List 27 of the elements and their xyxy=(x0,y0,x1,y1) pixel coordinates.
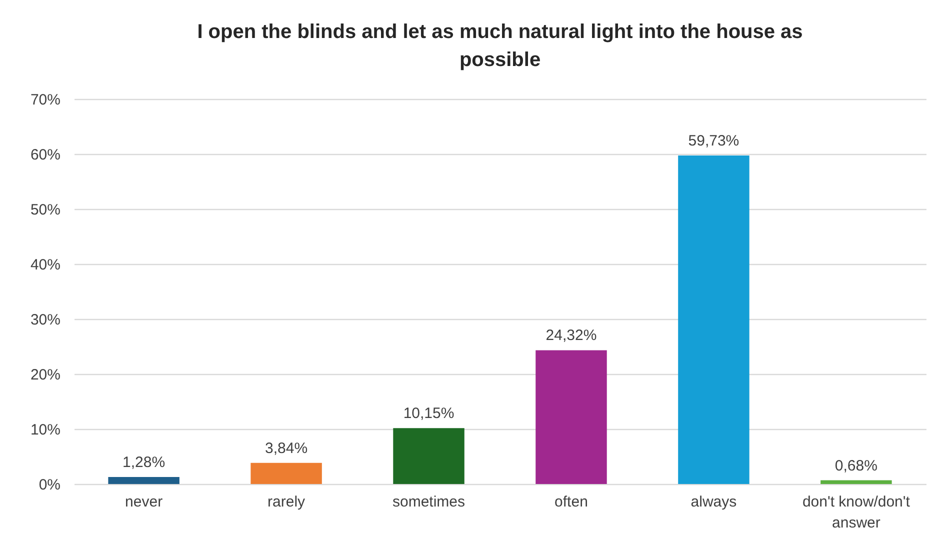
data-label: 59,73% xyxy=(688,132,740,150)
y-tick-label: 30% xyxy=(30,312,60,328)
y-tick-label: 40% xyxy=(30,256,60,274)
y-tick-label: 60% xyxy=(30,146,60,164)
chart-title: I open the blinds and let as much natural light into the house as possible xyxy=(197,21,803,71)
data-label: 1,28% xyxy=(122,454,166,471)
y-tick-label: 50% xyxy=(30,202,60,218)
data-label: 3,84% xyxy=(265,440,308,457)
x-tick-label: often xyxy=(554,494,588,510)
bar xyxy=(536,350,607,484)
bar xyxy=(393,428,464,484)
y-tick-label: 70% xyxy=(30,92,60,108)
data-label: 0,68% xyxy=(834,457,878,474)
x-tick-label: always xyxy=(690,494,737,510)
bar xyxy=(108,476,180,484)
data-label: 10,15% xyxy=(403,405,454,422)
bar xyxy=(250,462,322,484)
y-tick-label: 20% xyxy=(30,366,60,384)
data-label: 24,32% xyxy=(546,327,597,344)
bar xyxy=(820,480,892,484)
y-tick-label: 10% xyxy=(30,422,60,438)
x-tick-label: don't know/don't answer xyxy=(802,494,911,532)
x-tick-label: rarely xyxy=(268,494,306,510)
x-tick-label: never xyxy=(125,494,163,510)
y-tick-label: 0% xyxy=(38,476,60,494)
x-tick-label: sometimes xyxy=(392,494,466,510)
bar xyxy=(678,155,750,484)
